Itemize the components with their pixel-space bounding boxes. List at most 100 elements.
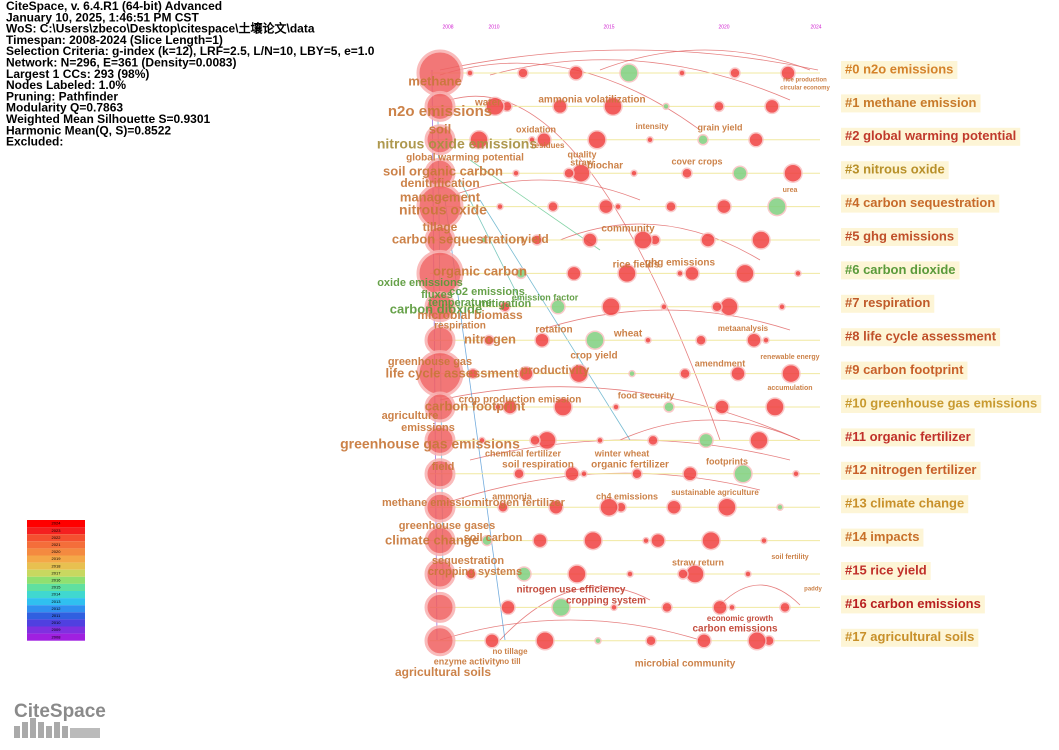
cluster-label-bg: [841, 94, 981, 113]
cluster-label: #2 global warming potential: [845, 128, 1016, 143]
link: [439, 179, 641, 201]
legend-swatch: [27, 548, 85, 556]
node: [696, 633, 712, 649]
node: [676, 269, 684, 278]
node-label: soil respiration: [502, 460, 574, 471]
node: [585, 330, 605, 350]
info-line: Largest 1 CCs: 293 (98%): [6, 67, 149, 81]
node-label: cover crops: [671, 156, 722, 166]
node-label: productivity: [521, 363, 590, 377]
info-line: WoS: C:\Users\zbeco\Desktop\citespace\土壤…: [6, 21, 315, 36]
node: [729, 67, 741, 79]
cluster-label-bg: [841, 562, 931, 580]
node-label: greenhouse gases: [399, 520, 496, 532]
node: [660, 303, 668, 311]
node-label: oxidation: [516, 124, 556, 134]
node-label: amendment: [695, 358, 746, 368]
node-label: ammonia volatilization: [538, 95, 645, 106]
node: [778, 303, 786, 311]
node-label: straw: [570, 157, 595, 167]
node: [746, 332, 762, 348]
link: [489, 59, 791, 101]
link: [559, 223, 761, 261]
node-label: ghg emissions: [645, 258, 715, 269]
node-label: mitigation: [479, 298, 532, 310]
node: [614, 202, 622, 211]
node: [485, 96, 505, 117]
legend-year: 2014: [52, 592, 62, 597]
node-label: economic growth: [707, 614, 773, 623]
node-label: no tillage: [492, 647, 528, 656]
node: [529, 434, 541, 447]
node-label: footprints: [706, 456, 748, 466]
node-label: soil fertility: [771, 554, 808, 561]
legend-swatch: [27, 598, 85, 606]
node-label: management: [400, 189, 481, 204]
info-line: Nodes Labeled: 1.0%: [6, 78, 126, 92]
node: [628, 369, 636, 378]
link: [439, 386, 801, 441]
node: [783, 163, 803, 183]
node-label: cropping system: [566, 596, 646, 607]
legend-year: 2020: [52, 549, 62, 554]
node: [424, 458, 456, 490]
node: [716, 198, 732, 215]
node: [642, 536, 650, 545]
node: [645, 635, 657, 647]
node: [617, 263, 637, 284]
legend-swatch: [27, 562, 85, 570]
node-label: microbial biomass: [417, 308, 523, 322]
node: [512, 169, 520, 177]
node: [735, 263, 755, 284]
cluster-label: #4 carbon sequestration: [845, 195, 995, 210]
node: [598, 198, 614, 215]
cluster-label: #14 impacts: [845, 529, 919, 544]
legend-swatch: [27, 569, 85, 577]
cluster-label-bg: [841, 495, 969, 514]
info-line: CiteSpace, v. 6.4.R1 (64-bit) Advanced: [6, 0, 222, 13]
legend-year: 2010: [52, 620, 62, 625]
node: [424, 391, 456, 423]
node-label: soil: [429, 121, 451, 136]
node: [619, 63, 639, 83]
node-label: food security: [618, 390, 675, 400]
cluster-label: #15 rice yield: [845, 562, 927, 577]
node: [424, 424, 456, 456]
node: [536, 132, 552, 148]
node: [700, 232, 716, 248]
node-label: circular economy: [780, 86, 830, 92]
info-line: Excluded:: [6, 135, 63, 149]
node: [792, 470, 800, 478]
year-label: 2020: [718, 24, 729, 30]
info-line: January 10, 2025, 1:46:51 PM CST: [6, 10, 199, 24]
node-label: field: [432, 461, 455, 473]
node: [713, 100, 725, 113]
node: [610, 603, 618, 612]
node: [717, 497, 737, 517]
node-label: soil organic carbon: [383, 163, 503, 178]
node: [679, 367, 691, 380]
node: [424, 558, 456, 590]
node: [499, 301, 511, 313]
node: [603, 96, 623, 117]
node: [424, 625, 456, 657]
node: [779, 601, 791, 614]
node-label: carbon emissions: [692, 624, 777, 635]
legend-year: 2023: [52, 528, 62, 533]
node: [569, 363, 589, 384]
link: [469, 159, 601, 251]
node-label: rice fields: [613, 260, 660, 271]
legend-swatch: [27, 605, 85, 613]
node: [531, 234, 543, 246]
node: [424, 491, 456, 523]
node: [764, 98, 780, 115]
legend-year: 2016: [52, 577, 62, 582]
node: [662, 102, 670, 111]
node-label: denitrification: [400, 176, 479, 190]
node-label: agriculture: [382, 410, 439, 422]
node-label: fluxes: [421, 289, 453, 301]
node-label: carbon footprint: [425, 398, 526, 413]
node: [534, 332, 550, 348]
node: [548, 499, 564, 515]
node-label: wheat: [613, 329, 643, 340]
